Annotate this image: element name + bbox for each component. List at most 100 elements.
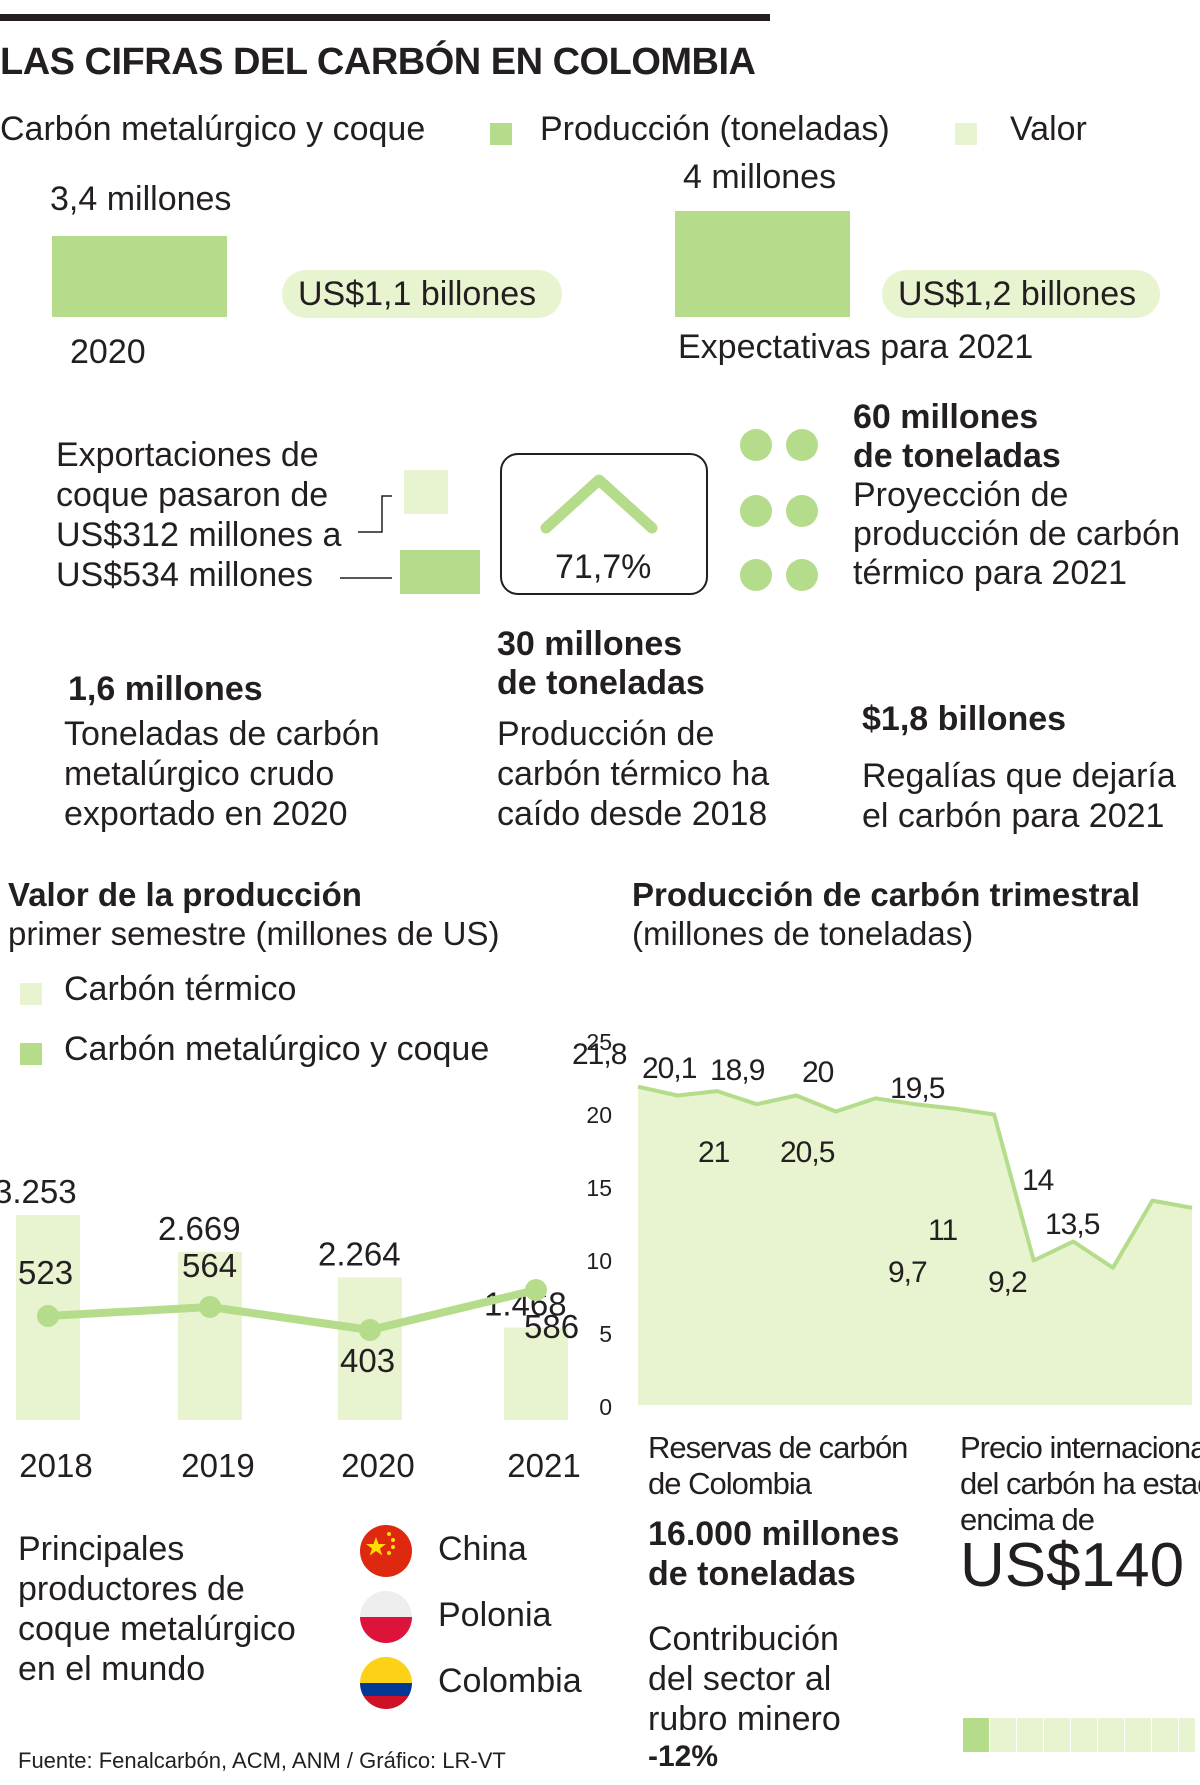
legend-metallurgical-swatch — [20, 1043, 42, 1065]
thermal-projection-desc-1: Proyección de — [853, 476, 1069, 514]
thermal-fall-desc-2: carbón térmico ha — [497, 755, 770, 793]
production-dots-icon — [740, 429, 818, 591]
production-value-label: 18,9 — [710, 1054, 765, 1087]
exports-to-swatch — [400, 550, 480, 594]
crude-export-desc-2: metalúrgico crudo — [64, 755, 335, 793]
production-2021-bar — [675, 211, 850, 317]
exports-line4: US$534 millones — [56, 556, 314, 594]
price-value: US$140 — [960, 1531, 1185, 1600]
country-china: China — [438, 1530, 527, 1568]
crude-export-desc-3: exportado en 2020 — [64, 795, 348, 833]
country-colombia: Colombia — [438, 1662, 582, 1700]
thermal-value-label: 2.669 — [158, 1210, 241, 1247]
thermal-projection-amount-2: de toneladas — [853, 437, 1061, 475]
legend-production-swatch — [490, 123, 512, 145]
exports-line3: US$312 millones a — [56, 516, 342, 554]
production-2020-label: 3,4 millones — [50, 180, 232, 218]
year-tick-label: 2021 — [507, 1447, 580, 1484]
y-tick-label: 10 — [586, 1248, 612, 1274]
poland-flag-icon — [360, 1591, 412, 1643]
page-title: LAS CIFRAS DEL CARBÓN EN COLOMBIA — [0, 41, 756, 83]
metallurgical-point — [359, 1319, 381, 1341]
thermal-fall-desc-3: caído desde 2018 — [497, 795, 768, 833]
legend-value-swatch — [955, 123, 977, 145]
crude-export-amount: 1,6 millones — [68, 670, 263, 708]
reserves-title-1: Reservas de carbón — [648, 1430, 908, 1465]
growth-box — [500, 453, 708, 595]
exports-from-swatch — [404, 470, 448, 514]
exports-line1: Exportaciones de — [56, 436, 319, 474]
production-value-label: 20,1 — [642, 1052, 697, 1085]
legend-subject: Carbón metalúrgico y coque — [0, 110, 426, 148]
top-rule — [0, 14, 770, 21]
producers-title-2: productores de — [18, 1570, 245, 1608]
legend-value-label: Valor — [1010, 110, 1087, 148]
footer-source: Fuente: Fenalcarbón, ACM, ANM / Gráfico:… — [18, 1748, 506, 1773]
thermal-projection-desc-3: térmico para 2021 — [853, 554, 1128, 592]
legend-thermal-swatch — [20, 983, 42, 1005]
chevron-up-icon — [540, 474, 658, 534]
production-value-label: 19,5 — [890, 1072, 945, 1105]
expectations-label: Expectativas para 2021 — [678, 328, 1034, 366]
value-2021-label: US$1,2 billones — [898, 275, 1137, 313]
thermal-value-label: 2.264 — [318, 1235, 401, 1272]
thermal-value-label: 3.253 — [0, 1173, 77, 1210]
year-tick-label: 2019 — [181, 1447, 254, 1484]
royalties-amount: $1,8 billones — [862, 700, 1067, 738]
quarterly-chart: 25 20 15 10 5 0 21,8 20,1 21 18,9 20,5 20 19,5 9,711 9… — [572, 1029, 1193, 1420]
thermal-projection-amount-1: 60 millones — [853, 398, 1039, 436]
quarterly-chart-title: Producción de carbón trimestral — [632, 876, 1140, 913]
country-poland: Polonia — [438, 1596, 552, 1634]
producers-title-3: coque metalúrgico — [18, 1610, 296, 1648]
contribution-line3: rubro minero — [648, 1700, 841, 1738]
production-value-label: 9,7 — [888, 1256, 927, 1289]
reserves-amount-1: 16.000 millones — [648, 1515, 900, 1553]
value-2020-label: US$1,1 billones — [298, 275, 537, 313]
price-line3: encima de — [960, 1502, 1095, 1537]
metallurgical-line — [47, 1286, 537, 1334]
metallurgical-value-label: 403 — [340, 1342, 395, 1379]
exports-connector — [340, 495, 392, 579]
legend-production-label: Producción (toneladas) — [540, 110, 890, 148]
year-2020-label: 2020 — [70, 333, 146, 371]
production-line — [637, 1084, 1193, 1270]
year-tick-label: 2020 — [341, 1447, 414, 1484]
value-chart-title: Valor de la producción — [8, 876, 362, 913]
contribution-line1: Contribución — [648, 1620, 839, 1658]
legend-thermal-label: Carbón térmico — [64, 970, 297, 1008]
production-value-label: 20,5 — [780, 1136, 835, 1169]
metallurgical-value-label: 586 — [524, 1308, 579, 1345]
thermal-bar-2020 — [338, 1277, 402, 1420]
production-value-label: 11 — [928, 1214, 957, 1247]
thermal-projection-desc-2: producción de carbón — [853, 515, 1181, 553]
value-chart-subtitle: primer semestre (millones de US) — [8, 915, 500, 952]
thermal-bar-2019 — [178, 1251, 242, 1420]
thermal-fall-desc-1: Producción de — [497, 715, 715, 753]
crude-export-desc-1: Toneladas de carbón — [64, 715, 380, 753]
producers-title-4: en el mundo — [18, 1650, 206, 1688]
year-tick-label: 2018 — [19, 1447, 92, 1484]
metallurgical-value-label: 523 — [18, 1254, 73, 1291]
price-line2: del carbón ha estado — [960, 1466, 1200, 1501]
china-flag-icon — [360, 1525, 412, 1577]
production-value-label: 14 — [1022, 1164, 1054, 1197]
production-value-label: 20 — [802, 1056, 834, 1089]
production-value-label: 13,5 — [1045, 1208, 1100, 1241]
y-tick-label: 15 — [586, 1175, 612, 1201]
production-area — [638, 1086, 1192, 1405]
contribution-value: -12% — [648, 1740, 719, 1773]
legend-metallurgical-label: Carbón metalúrgico y coque — [64, 1030, 490, 1068]
thermal-bar-2021 — [504, 1327, 568, 1420]
metallurgical-value-label: 564 — [182, 1247, 237, 1284]
royalties-desc-2: el carbón para 2021 — [862, 797, 1165, 835]
metallurgical-point — [199, 1296, 221, 1318]
value-2020-pill — [282, 270, 562, 318]
exports-line2: coque pasaron de — [56, 476, 329, 514]
royalties-desc-1: Regalías que dejaría — [862, 757, 1176, 795]
value-2021-pill — [882, 270, 1160, 318]
metallurgical-point — [37, 1305, 59, 1327]
metallurgical-point — [525, 1279, 547, 1301]
reserves-title-2: de Colombia — [648, 1466, 812, 1501]
reserves-amount-2: de toneladas — [648, 1555, 856, 1593]
